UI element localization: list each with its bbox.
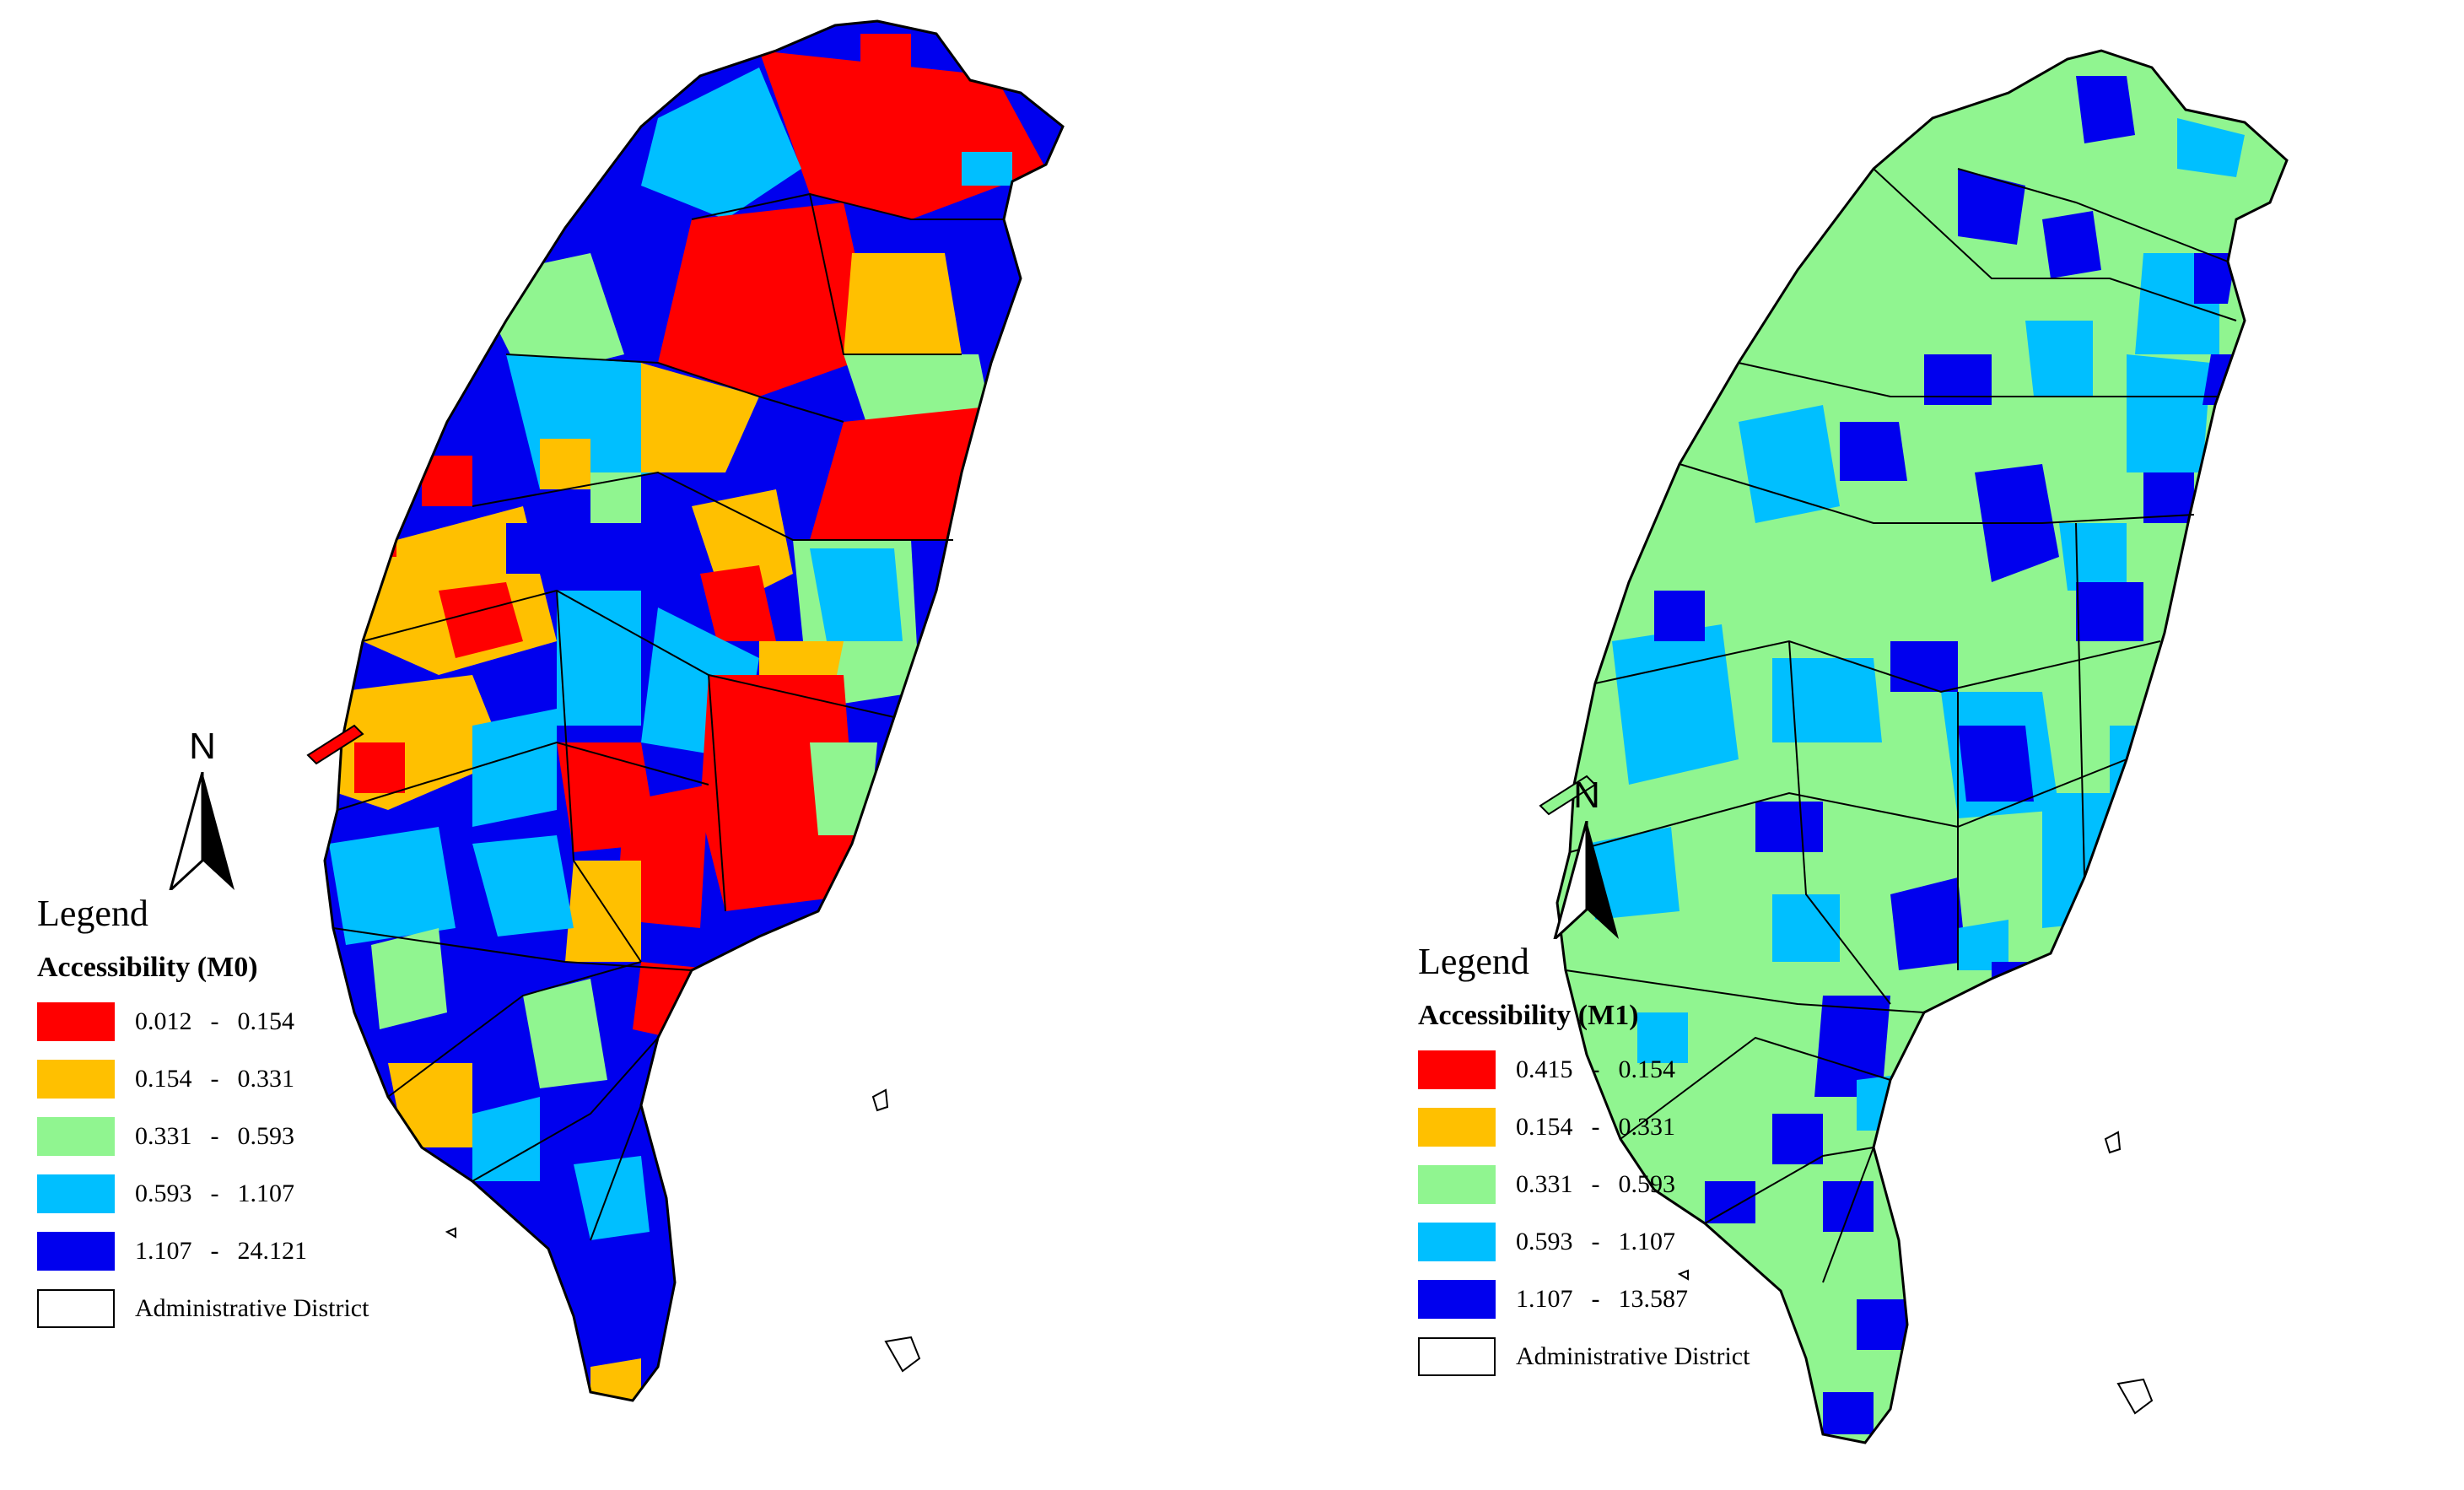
class-min: 1.107	[1516, 1285, 1573, 1313]
class-max: 0.331	[237, 1065, 295, 1093]
boundary-label: Administrative District	[135, 1294, 369, 1322]
legend-class-2: 0.154-0.331	[1418, 1104, 1750, 1151]
class-max: 1.107	[237, 1180, 295, 1207]
taiwan-map-m0	[306, 19, 1065, 1402]
class-min: 1.107	[135, 1237, 192, 1265]
range-separator: -	[210, 1122, 219, 1150]
class-max: 1.107	[1618, 1228, 1676, 1255]
north-arrow-icon	[1553, 821, 1619, 939]
legend-field: Accessibility (M1)	[1418, 1000, 1639, 1031]
legend-class-4: 0.593-1.107	[37, 1170, 369, 1217]
map-panel-m1: N Legend Accessibility (M1) 0.415-0.154 …	[1232, 0, 2464, 1490]
map-panel-m0: N Legend Accessibility (M0) 0.012-0.154 …	[37, 19, 1065, 1402]
class-min: 0.012	[135, 1007, 192, 1035]
class-min: 0.593	[135, 1180, 192, 1207]
legend-class-1: 0.012-0.154	[37, 998, 369, 1045]
class-max: 0.593	[1618, 1170, 1676, 1198]
legend-swatch	[37, 1232, 115, 1271]
class-max: 24.121	[237, 1237, 308, 1265]
legend-swatch	[1418, 1280, 1496, 1319]
class-max: 0.593	[237, 1122, 295, 1150]
legend-m1: Legend Accessibility (M1) 0.415-0.154 0.…	[1418, 938, 1750, 1390]
range-separator: -	[210, 1065, 219, 1093]
legend-class-3: 0.331-0.593	[1418, 1161, 1750, 1208]
range-separator: -	[210, 1237, 219, 1265]
range-separator: -	[1591, 1055, 1600, 1083]
range-separator: -	[210, 1180, 219, 1207]
legend-boundary: Administrative District	[1418, 1333, 1750, 1380]
class-max: 0.331	[1618, 1113, 1676, 1141]
north-arrow: N	[1536, 775, 1637, 943]
legend-swatch	[37, 1060, 115, 1099]
legend-m0: Legend Accessibility (M0) 0.012-0.154 0.…	[37, 890, 369, 1342]
legend-class-5: 1.107-13.587	[1418, 1276, 1750, 1323]
class-min: 0.154	[135, 1065, 192, 1093]
legend-swatch	[37, 1002, 115, 1041]
legend-swatch	[37, 1117, 115, 1156]
class-min: 0.593	[1516, 1228, 1573, 1255]
boundary-swatch	[1418, 1337, 1496, 1376]
class-min: 0.331	[135, 1122, 192, 1150]
legend-field: Accessibility (M0)	[37, 952, 258, 983]
north-arrow-icon	[169, 772, 235, 890]
class-min: 0.331	[1516, 1170, 1573, 1198]
legend-swatch	[1418, 1165, 1496, 1204]
north-arrow: N	[152, 726, 253, 894]
boundary-label: Administrative District	[1516, 1342, 1750, 1370]
north-label: N	[189, 726, 216, 767]
range-separator: -	[1591, 1170, 1600, 1198]
legend-class-2: 0.154-0.331	[37, 1055, 369, 1103]
legend-swatch	[1418, 1223, 1496, 1261]
north-label: N	[1573, 775, 1600, 816]
range-separator: -	[1591, 1228, 1600, 1255]
legend-boundary: Administrative District	[37, 1285, 369, 1332]
taiwan-map-m1	[1539, 49, 2289, 1444]
class-max: 0.154	[1618, 1055, 1676, 1083]
legend-class-5: 1.107-24.121	[37, 1228, 369, 1275]
class-min: 0.154	[1516, 1113, 1573, 1141]
legend-swatch	[1418, 1108, 1496, 1147]
class-max: 13.587	[1618, 1285, 1689, 1313]
range-separator: -	[1591, 1285, 1600, 1313]
range-separator: -	[210, 1007, 219, 1035]
class-max: 0.154	[237, 1007, 295, 1035]
legend-class-4: 0.593-1.107	[1418, 1218, 1750, 1266]
legend-title: Legend	[37, 893, 148, 934]
legend-swatch	[37, 1174, 115, 1213]
range-separator: -	[1591, 1113, 1600, 1141]
legend-class-3: 0.331-0.593	[37, 1113, 369, 1160]
boundary-swatch	[37, 1289, 115, 1328]
legend-title: Legend	[1418, 941, 1529, 982]
legend-class-1: 0.415-0.154	[1418, 1046, 1750, 1093]
class-min: 0.415	[1516, 1055, 1573, 1083]
legend-swatch	[1418, 1050, 1496, 1089]
